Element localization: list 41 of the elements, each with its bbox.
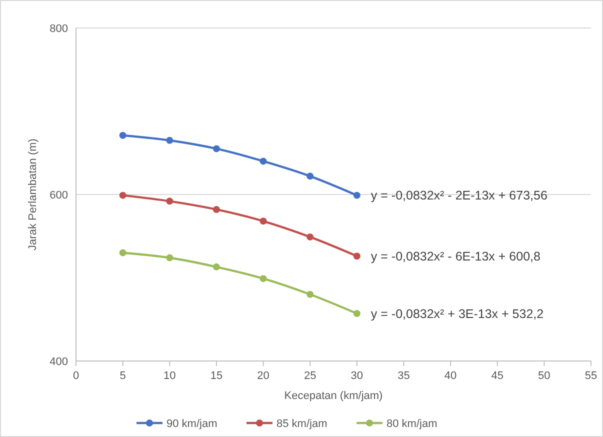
point (353, 192, 360, 199)
point (119, 192, 126, 199)
y-tick-label: 800 (50, 22, 68, 35)
legend-label: 90 km/jam (166, 418, 218, 430)
x-axis-title: Kecepatan (km/jam) (284, 390, 383, 402)
point (212, 145, 220, 152)
x-tick-label: 0 (72, 370, 80, 382)
x-tick-label: 10 (164, 370, 176, 382)
point (353, 252, 360, 260)
point (260, 158, 267, 165)
point (353, 310, 360, 318)
x-tick-label: 50 (538, 370, 550, 382)
y-tick-label: 400 (50, 356, 68, 368)
point (166, 136, 174, 144)
x-tick-label: 15 (210, 370, 223, 382)
x-tick-label: 20 (257, 370, 270, 382)
point (306, 290, 314, 298)
point (212, 206, 220, 213)
x-tick-label: 40 (444, 370, 457, 382)
annotation: y = -0,0832x² - 2E-13x + 673,56 (370, 188, 548, 203)
x-tick-label: 5 (120, 370, 126, 382)
legend-label: 80 km/jam (386, 418, 438, 430)
point (212, 263, 220, 270)
y-axis-title: Jarak Perlambatan (m) (27, 138, 39, 250)
y-tick-label: 600 (50, 189, 68, 202)
point (166, 254, 174, 262)
annotation: y = -0,0832x² + 3E-13x + 532,2 (370, 306, 544, 321)
legend-label: 85 km/jam (276, 418, 328, 430)
point (119, 132, 126, 139)
annotation: y = -0,0832x² - 6E-13x + 600,8 (370, 249, 540, 264)
point (119, 249, 126, 256)
point (260, 218, 267, 225)
x-tick-label: 45 (491, 370, 504, 382)
x-tick-label: 55 (584, 370, 598, 382)
point (306, 233, 314, 240)
x-tick-label: 25 (304, 370, 316, 382)
point (166, 198, 174, 205)
point (306, 172, 314, 180)
x-tick-label: 35 (398, 370, 410, 382)
x-tick-label: 30 (350, 370, 364, 382)
point (260, 275, 267, 282)
